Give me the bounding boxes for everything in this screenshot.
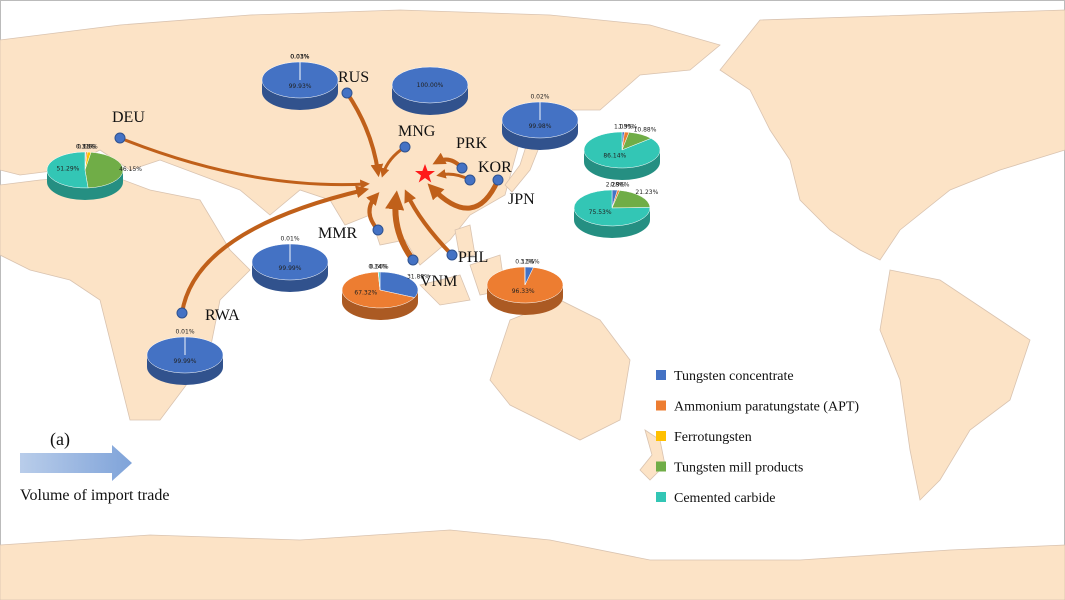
pie-label: 0.65% [77, 143, 96, 150]
pie-label: 99.99% [279, 265, 302, 272]
legend-label: Ammonium paratungstate (APT) [674, 400, 859, 415]
country-code: VNM [420, 273, 457, 290]
legend-label: Ferrotungsten [674, 430, 752, 445]
pie-label: 0.01% [280, 235, 299, 242]
pie-label: 2.28% [606, 181, 625, 188]
pie-label: 0.66% [370, 263, 389, 270]
pie-label: 0.01% [290, 53, 309, 60]
country-point [114, 132, 126, 144]
pie: 1.03%1.95%10.88% 86.14% [583, 123, 661, 180]
country-point [464, 174, 476, 186]
country-point [399, 141, 411, 153]
legend-label: Tungsten concentrate [674, 369, 794, 384]
south-america [879, 269, 1031, 501]
pie: 99.99% 0.01% [146, 328, 224, 385]
pie-wedge [573, 189, 651, 227]
pie: 99.98% 0.02% [501, 93, 579, 150]
pie-label: 0.01% [175, 328, 194, 335]
country-code: RWA [205, 307, 240, 324]
pie: 100.00% [391, 66, 469, 115]
pie-label: 1.03% [614, 123, 633, 130]
country-point [446, 249, 458, 261]
pie-label: 99.93% [289, 83, 312, 90]
country-point [492, 174, 504, 186]
pie-label: 0.96% [610, 182, 629, 189]
pie-label: 67.32% [354, 290, 377, 297]
pie-label: 100.00% [417, 82, 444, 89]
pie-label: 75.53% [589, 209, 612, 216]
panel-label: (a) [50, 429, 70, 450]
country-code: PRK [456, 135, 488, 152]
country-code: DEU [112, 109, 145, 126]
pie-label: 99.99% [174, 358, 197, 365]
legend-swatch [656, 492, 666, 502]
pie-label: 46.15% [119, 166, 142, 173]
pie: 0.31%0.65%1.6% 46.15% 51.29% [46, 143, 142, 200]
arrow-caption: Volume of import trade [20, 487, 169, 504]
pie-label: 96.33% [512, 288, 535, 295]
pie: 99.99% 0.01% [251, 235, 329, 292]
trade-arrow [385, 190, 416, 263]
country-point [407, 254, 419, 266]
trade-arrow [404, 189, 454, 257]
pie-label: 10.88% [634, 126, 657, 133]
pie-wedge [378, 271, 381, 291]
pie-wedge [611, 190, 651, 209]
pie-label: 51.29% [56, 165, 79, 172]
trade-arrow [180, 185, 369, 315]
volume-arrow [20, 445, 132, 481]
country-code: KOR [478, 159, 512, 176]
pie-label: 0.03% [290, 53, 309, 60]
legend-swatch [656, 431, 666, 441]
pie-label: 21.23% [635, 189, 658, 196]
trade-arrow [345, 91, 384, 178]
pie-label: 0.31% [76, 143, 95, 150]
pie-label: 0.14% [368, 263, 387, 270]
pie-label: 99.98% [529, 123, 552, 130]
pie-wedge [379, 271, 419, 298]
pie-label: 31.88% [407, 273, 430, 280]
land [0, 9, 1065, 600]
legend-label: Tungsten mill products [674, 461, 803, 476]
country-code: RUS [338, 69, 369, 86]
country-point [372, 224, 384, 236]
country-code: MNG [398, 123, 436, 140]
country-code: JPN [508, 191, 535, 208]
china-star [415, 164, 435, 183]
legend-swatch [656, 400, 666, 411]
pie: 31.88% 67.32% 0.14%0.66% [341, 263, 430, 320]
pie-label: 1.95% [618, 124, 637, 131]
trade-arrow [118, 136, 370, 190]
pie-wedge [391, 66, 469, 104]
pie-label: 3.56% [521, 259, 540, 266]
pie-wedge [583, 131, 661, 169]
pie-wedge [341, 271, 415, 309]
antarctica [0, 529, 1065, 600]
pie: 99.93%0.01%0.03%0.03% [261, 53, 339, 110]
country-point [176, 307, 188, 319]
country-point [341, 87, 353, 99]
pie: 2.28%0.96% 21.23% 75.53% [573, 181, 659, 238]
pie-label: 0.03% [290, 53, 309, 60]
north-america [719, 9, 1065, 261]
pie-label: 0.02% [530, 93, 549, 100]
pie-wedge [46, 151, 89, 189]
pie-wedge [84, 151, 124, 189]
country-code: MMR [318, 225, 357, 242]
trade-arrow [427, 177, 501, 211]
pie: 3.56% 96.33% 0.11% [486, 258, 564, 315]
country-code: PHL [458, 249, 488, 266]
legend-swatch [656, 370, 666, 380]
pie-label: 86.14% [603, 152, 626, 159]
pie-label: 0.11% [515, 258, 534, 265]
eurasia [0, 9, 721, 266]
legend-swatch [656, 461, 666, 472]
country-point [456, 162, 468, 174]
australia [489, 299, 631, 441]
pie-label: 1.6% [82, 144, 98, 151]
legend-label: Cemented carbide [674, 491, 775, 506]
